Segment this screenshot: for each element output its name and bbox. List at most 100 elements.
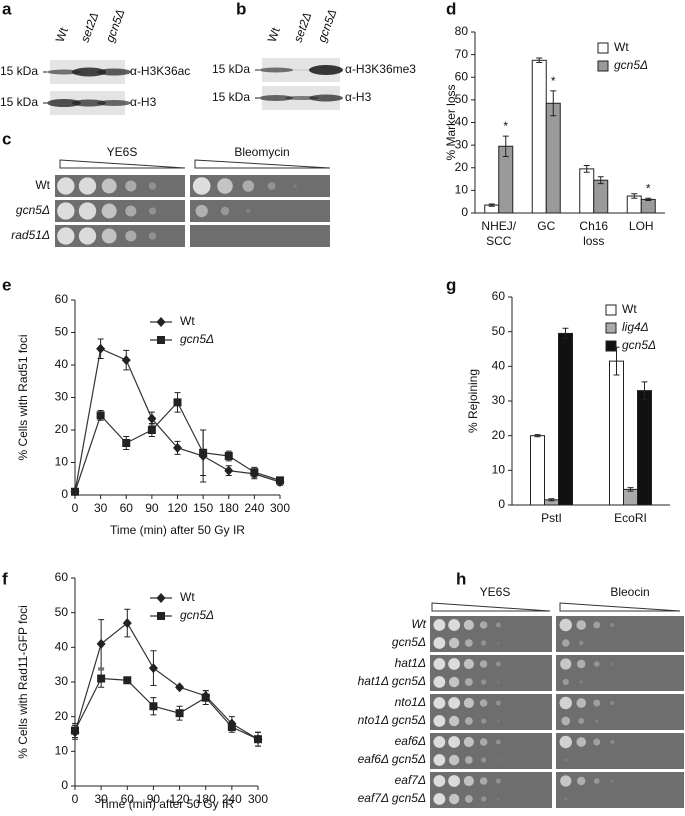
legend-label: Wt — [180, 590, 195, 604]
spot — [576, 737, 587, 747]
blot-band — [309, 65, 343, 75]
spot — [464, 678, 473, 686]
spot — [479, 621, 488, 629]
spot — [560, 658, 572, 670]
error-bar — [631, 193, 638, 199]
marker — [276, 476, 284, 485]
spot — [148, 232, 157, 240]
antibody-label: α-H3 — [345, 90, 372, 104]
lane-label: Wt — [265, 25, 283, 44]
spot — [562, 678, 569, 686]
strain-label: Wt — [411, 617, 426, 631]
legend-label: gcn5Δ — [180, 608, 214, 622]
legend-marker — [156, 317, 166, 327]
y-tick-label: 50 — [55, 605, 69, 619]
x-tick-label: LOH — [629, 219, 654, 233]
y-tick-label: 40 — [55, 640, 69, 654]
panel-letter: c — [2, 129, 11, 148]
spot — [125, 230, 137, 242]
marker — [175, 709, 184, 718]
blot-band — [72, 67, 106, 77]
spot — [448, 793, 460, 805]
spot — [479, 699, 488, 707]
series-line — [74, 622, 259, 740]
spot — [559, 696, 572, 710]
error-bar — [488, 203, 495, 207]
spot — [463, 658, 474, 670]
bar — [623, 488, 638, 506]
x-axis-label: Time (min) after 50 Gy IR — [99, 797, 234, 811]
y-tick-label: 30 — [55, 674, 69, 688]
legend-label: Wt — [180, 314, 195, 328]
y-tick-label: 20 — [455, 160, 469, 174]
panel-letter: g — [446, 275, 456, 294]
panel-letter: h — [456, 569, 466, 588]
plate — [432, 734, 550, 750]
x-tick-label-line: Ch16 — [579, 219, 608, 233]
spot — [578, 640, 584, 646]
spot — [576, 620, 587, 630]
strain-label: eaf6Δ — [395, 734, 426, 748]
bar — [640, 198, 656, 214]
bar — [530, 435, 545, 506]
marker — [224, 452, 233, 460]
spot — [593, 621, 601, 629]
plate — [558, 752, 682, 768]
panel-letter: e — [2, 275, 11, 294]
spot — [433, 793, 446, 805]
spot — [577, 659, 586, 669]
spot — [497, 797, 500, 801]
spot — [564, 797, 568, 801]
spot — [463, 775, 474, 787]
legend-label: gcn5Δ — [614, 58, 648, 72]
plate — [558, 656, 682, 672]
spot — [481, 757, 487, 763]
spot — [242, 180, 255, 192]
panel-letter: f — [2, 569, 8, 588]
x-tick-label: 30 — [94, 501, 108, 515]
marker-label: 15 kDa — [212, 90, 250, 104]
spot — [464, 795, 473, 803]
plate — [558, 674, 682, 690]
spot — [448, 637, 460, 649]
spot — [610, 622, 615, 628]
error-bar — [534, 434, 541, 438]
spot — [481, 640, 487, 646]
y-tick-label: 20 — [55, 422, 69, 436]
spot — [495, 778, 501, 784]
marker — [149, 702, 158, 711]
spot — [433, 658, 446, 670]
strain-label: gcn5Δ — [16, 203, 50, 217]
y-tick-label: 20 — [55, 709, 69, 723]
plate — [432, 752, 550, 768]
y-tick-label: 0 — [461, 205, 468, 219]
lane-label: gcn5Δ — [103, 7, 128, 44]
error-bar — [550, 90, 557, 117]
spot — [101, 178, 117, 194]
legend-marker — [156, 593, 166, 603]
plate — [558, 617, 682, 633]
y-tick-label: 50 — [55, 325, 69, 339]
plate — [558, 773, 682, 789]
spot — [78, 202, 97, 220]
spot — [495, 661, 501, 667]
legend-marker — [157, 336, 165, 344]
plate — [558, 713, 682, 729]
marker — [123, 676, 132, 685]
strain-label: eaf7Δ — [395, 773, 426, 787]
legend-label: gcn5Δ — [622, 338, 656, 352]
y-tick-label: 80 — [455, 24, 469, 38]
spot — [593, 661, 600, 667]
spot — [448, 754, 460, 766]
error-bar — [583, 164, 590, 173]
spot — [448, 658, 461, 670]
legend-swatch — [597, 60, 609, 72]
marker-label: 15 kDa — [0, 95, 38, 109]
spot — [433, 637, 446, 649]
spot — [57, 202, 75, 220]
lane-label: set2Δ — [78, 10, 102, 44]
spot — [610, 700, 615, 706]
spot — [433, 619, 446, 631]
strain-label: nto1Δ gcn5Δ — [358, 713, 426, 727]
lane-label: set2Δ — [291, 10, 315, 44]
